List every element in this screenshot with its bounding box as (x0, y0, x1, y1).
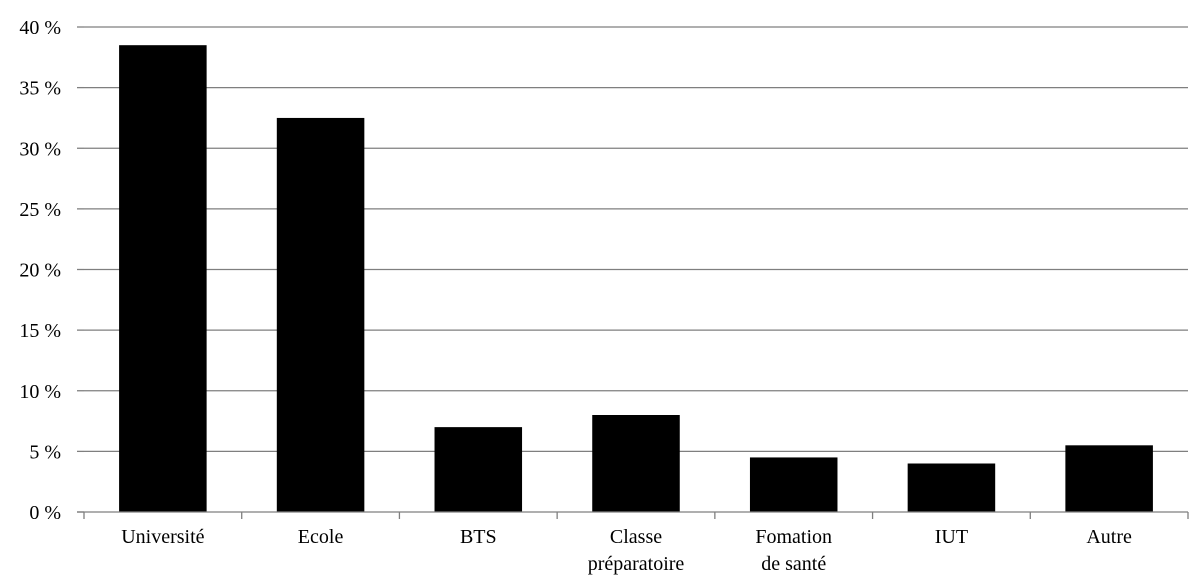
x-category-label: Classe préparatoire (588, 526, 685, 575)
x-category-label: Autre (1086, 526, 1132, 548)
y-tick-label: 5 % (29, 441, 61, 463)
y-tick-label: 15 % (19, 320, 61, 342)
y-tick-label: 35 % (19, 78, 61, 100)
bar (119, 45, 207, 512)
x-axis-category-labels: Université Ecole BTS Classe préparatoire Foma… (121, 526, 1132, 575)
x-category-label: IUT (935, 526, 968, 548)
y-tick-label: 25 % (19, 199, 61, 221)
bar (592, 415, 680, 512)
gridlines (84, 26, 1188, 453)
y-tick-label: 0 % (29, 502, 61, 524)
bar (434, 427, 523, 512)
x-category-label: Université (121, 526, 204, 548)
y-axis-tick-labels: 0 % 5 % 10 % 15 % 20 % 25 % 30 % 35 % 40 % (19, 17, 61, 524)
y-tick-label: 30 % (19, 138, 61, 160)
x-axis (77, 26, 1189, 519)
x-category-label: BTS (460, 526, 497, 548)
bars (119, 45, 1153, 512)
y-tick-label: 10 % (19, 381, 61, 403)
bar (1065, 445, 1153, 512)
y-tick-label: 20 % (19, 260, 61, 282)
bar (276, 117, 365, 512)
bar (907, 463, 996, 512)
y-tick-label: 40 % (19, 17, 61, 39)
x-category-label: Fomation de santé (755, 526, 832, 575)
x-category-label: Ecole (298, 526, 344, 548)
bar (749, 457, 838, 512)
